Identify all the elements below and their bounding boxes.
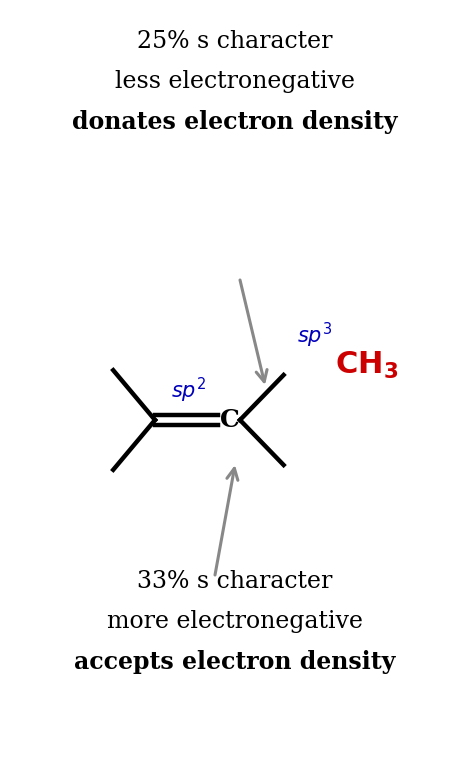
Text: accepts electron density: accepts electron density xyxy=(74,650,396,674)
Text: donates electron density: donates electron density xyxy=(72,110,398,134)
Text: $sp^2$: $sp^2$ xyxy=(171,375,205,404)
Text: $sp^3$: $sp^3$ xyxy=(298,320,333,349)
Text: less electronegative: less electronegative xyxy=(115,70,355,93)
Text: 33% s character: 33% s character xyxy=(138,570,333,593)
Text: more electronegative: more electronegative xyxy=(107,610,363,633)
Text: $\mathbf{CH_3}$: $\mathbf{CH_3}$ xyxy=(335,349,398,381)
Text: 25% s character: 25% s character xyxy=(137,30,333,53)
Text: C: C xyxy=(220,408,240,432)
